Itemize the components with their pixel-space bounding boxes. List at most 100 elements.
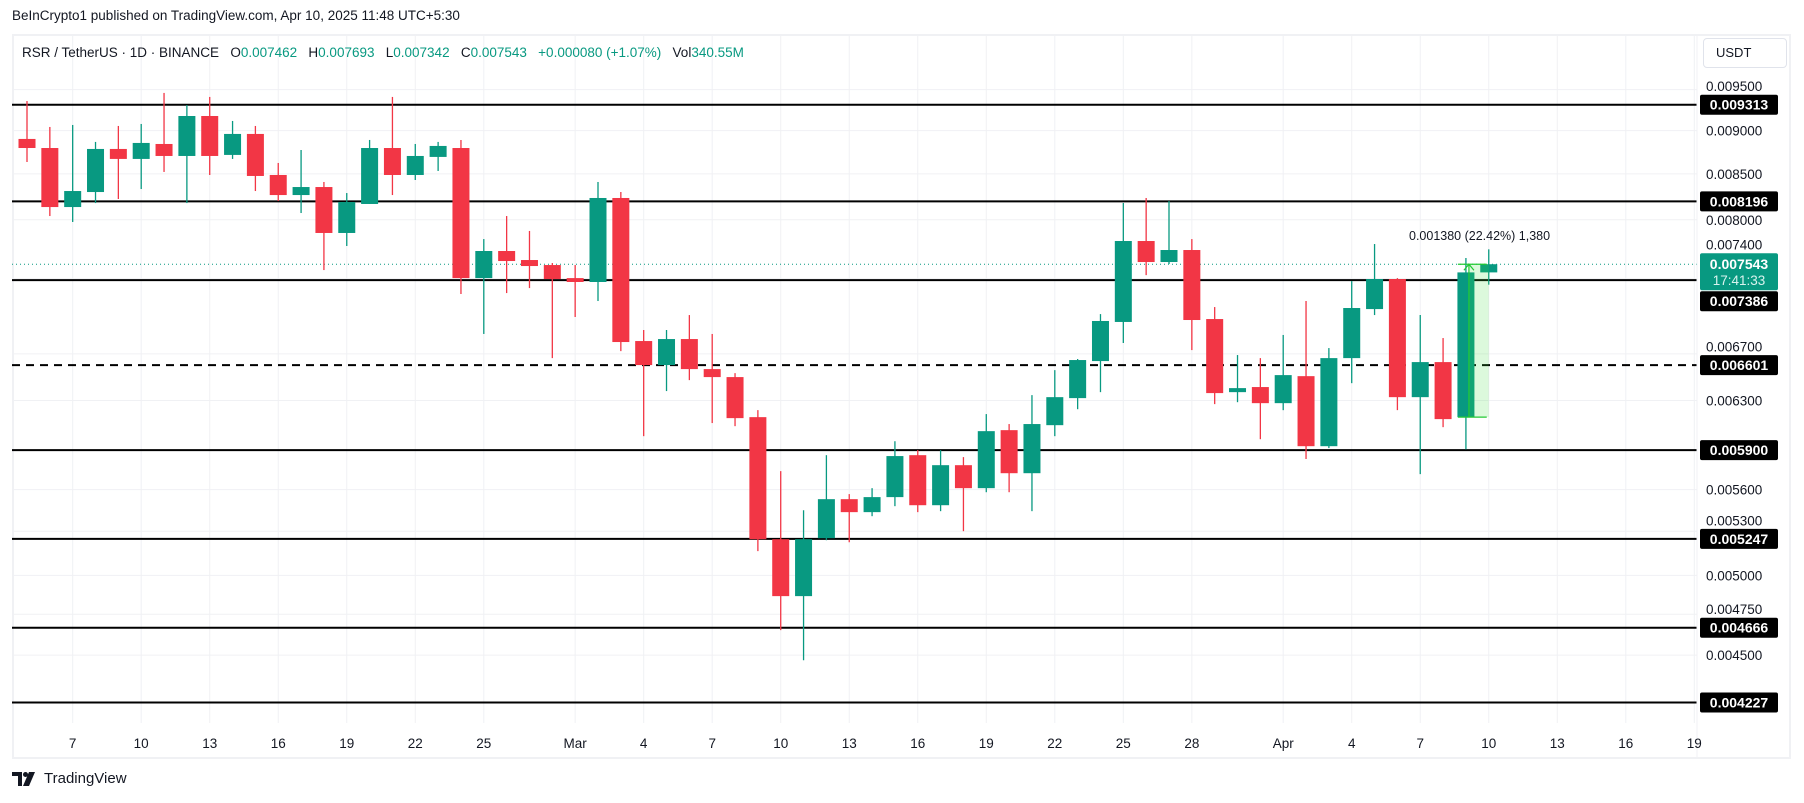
candle-mar-28 [1183, 239, 1201, 351]
time-tick-label: 25 [1116, 736, 1131, 751]
candle-feb-22 [406, 143, 424, 180]
time-tick-label: 16 [1618, 736, 1633, 751]
candle-body [1480, 264, 1498, 273]
bar-countdown-label: 17:41:33 [1713, 273, 1766, 288]
candle-body [909, 455, 927, 506]
candle-mar-20 [1000, 424, 1018, 493]
price-tick-label: 0.005300 [1706, 513, 1762, 528]
candle-feb-27 [520, 230, 538, 289]
candle-feb-19 [338, 193, 356, 246]
candle-apr-1 [1274, 334, 1292, 411]
level-price-tag [1700, 94, 1778, 115]
symbol-title[interactable]: RSR / TetherUS · 1D · BINANCE [22, 45, 220, 60]
candle-body [977, 431, 995, 489]
level-price-tag [1700, 191, 1778, 212]
candle-body [1069, 360, 1087, 399]
candle-mar-25 [1114, 203, 1132, 344]
candle-body [269, 174, 287, 196]
candle-body [18, 138, 36, 149]
high-value: 0.007693 [318, 45, 375, 60]
candle-feb-15 [246, 125, 264, 192]
candle-body [224, 133, 242, 155]
candle-apr-5 [1366, 244, 1384, 316]
candle-body [178, 115, 196, 156]
candle-body [543, 265, 561, 280]
time-tick-label: 7 [708, 736, 716, 751]
candle-body [772, 539, 790, 597]
level-price-tag [1700, 291, 1778, 312]
publish-info: BeInCrypto1 published on TradingView.com… [12, 8, 460, 23]
candle-feb-17 [292, 149, 310, 214]
candle-feb-6 [41, 126, 59, 217]
currency-button[interactable]: USDT [1703, 38, 1787, 68]
candle-body [1160, 250, 1178, 263]
candle-body [1366, 279, 1384, 310]
candle-body [292, 187, 310, 196]
last-price-label: 0.007543 [1710, 256, 1769, 272]
candle-body [795, 539, 813, 597]
candle-mar-23 [1069, 359, 1087, 410]
price-tick-label: 0.006300 [1706, 394, 1762, 409]
candle-body [680, 339, 698, 370]
candle-mar-16 [909, 450, 927, 513]
level-price-label: 0.005900 [1710, 442, 1769, 458]
candle-feb-14 [224, 120, 242, 159]
candle-body [109, 148, 127, 159]
candle-body [41, 148, 59, 208]
measure-arrow-icon [1463, 263, 1475, 271]
tradingview-brand[interactable]: TradingView [12, 770, 127, 787]
candle-body [1206, 319, 1224, 394]
level-price-label: 0.007386 [1710, 293, 1769, 309]
candle-apr-4 [1343, 281, 1361, 384]
symbol-header: RSR / TetherUS · 1D · BINANCE O0.007462 … [22, 45, 744, 60]
candle-body [338, 202, 356, 233]
candle-body [1229, 388, 1247, 393]
close-label: C [460, 45, 471, 60]
candle-body [1183, 250, 1201, 321]
price-tick-label: 0.004750 [1706, 602, 1762, 617]
candle-body [932, 465, 950, 506]
candle-feb-5 [18, 101, 36, 162]
candle-mar-4 [635, 330, 653, 437]
candle-mar-29 [1206, 307, 1224, 405]
candle-body [361, 148, 379, 204]
candle-body [1320, 358, 1338, 447]
candle-body [1297, 376, 1315, 447]
level-price-tag [1700, 692, 1778, 713]
candle-mar-17 [932, 450, 950, 512]
close-value: 0.007543 [470, 45, 527, 60]
candle-body [1388, 279, 1406, 398]
time-tick-label: 19 [1687, 736, 1702, 751]
last-price-tag [1700, 253, 1778, 291]
candle-feb-13 [201, 96, 219, 175]
level-price-label: 0.006601 [1710, 357, 1769, 373]
measure-range-box [1468, 264, 1489, 418]
candle-body [155, 143, 173, 156]
candle-body [475, 250, 493, 279]
time-tick-label: 13 [1550, 736, 1565, 751]
candle-body [520, 260, 538, 267]
candle-body [1091, 320, 1109, 362]
candle-mar-12 [817, 455, 835, 541]
candle-mar-18 [954, 457, 972, 532]
candle-body [406, 155, 424, 175]
candle-feb-20 [361, 139, 379, 204]
candle-feb-16 [269, 162, 287, 202]
candle-body [817, 499, 835, 539]
candle-apr-7 [1411, 315, 1429, 475]
candle-body [315, 187, 333, 233]
candle-body [1251, 387, 1269, 404]
time-tick-label: 10 [773, 736, 788, 751]
candle-feb-25 [475, 239, 493, 334]
candle-mar-10 [772, 471, 790, 631]
price-axis: 0.009500 0.009000 0.008500 0.008000 0.007400… [1696, 36, 1778, 757]
candle-feb-18 [315, 181, 333, 271]
candle-feb-10 [132, 123, 150, 190]
candle-mar-21 [1023, 395, 1041, 512]
candle-feb-11 [155, 92, 173, 172]
time-tick-label: 4 [640, 736, 648, 751]
candle-mar-11 [795, 510, 813, 661]
candle-mar-14 [863, 488, 881, 517]
candle-body [589, 197, 607, 282]
